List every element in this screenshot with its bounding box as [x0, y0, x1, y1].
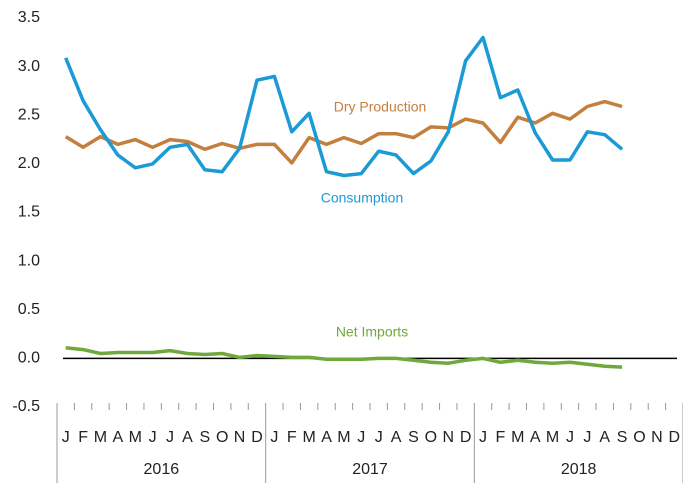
- x-tick-label: J: [62, 429, 70, 446]
- y-tick-label: 3.0: [18, 58, 40, 75]
- x-tick-label: F: [287, 429, 297, 446]
- series-label: Consumption: [321, 190, 404, 206]
- x-tick-label: M: [129, 429, 142, 446]
- x-tick-label: S: [199, 429, 210, 446]
- y-tick-label: 3.5: [18, 9, 40, 26]
- y-tick-label: 2.0: [18, 155, 40, 172]
- x-tick-label: F: [496, 429, 506, 446]
- y-tick-label: 1.0: [18, 252, 40, 269]
- x-tick-label: N: [234, 429, 246, 446]
- y-tick-label: 0.0: [18, 350, 40, 367]
- x-tick-label: M: [511, 429, 524, 446]
- x-tick-label: A: [391, 429, 402, 446]
- x-tick-label: J: [479, 429, 487, 446]
- x-tick-label: A: [182, 429, 193, 446]
- series-line: [64, 35, 624, 178]
- x-tick-label: D: [251, 429, 263, 446]
- x-tick-label: A: [113, 429, 124, 446]
- x-tick-label: N: [651, 429, 663, 446]
- x-tick-label: J: [270, 429, 278, 446]
- x-tick-label: O: [633, 429, 645, 446]
- x-tick-label: M: [302, 429, 315, 446]
- x-tick-label: O: [216, 429, 228, 446]
- x-tick-label: J: [357, 429, 365, 446]
- x-tick-label: J: [566, 429, 574, 446]
- x-tick-label: S: [408, 429, 419, 446]
- x-tick-label: J: [149, 429, 157, 446]
- series-label: Dry Production: [334, 99, 427, 115]
- x-tick-label: N: [442, 429, 454, 446]
- x-tick-label: J: [583, 429, 591, 446]
- x-tick-label: A: [530, 429, 541, 446]
- x-tick-label: F: [78, 429, 88, 446]
- x-tick-label: A: [599, 429, 610, 446]
- x-tick-label: D: [460, 429, 472, 446]
- y-tick-label: 1.5: [18, 204, 40, 221]
- year-label: 2018: [561, 461, 597, 478]
- x-tick-label: J: [375, 429, 383, 446]
- x-tick-label: M: [337, 429, 350, 446]
- year-label: 2017: [352, 461, 388, 478]
- x-tick-label: S: [617, 429, 628, 446]
- x-tick-label: O: [425, 429, 437, 446]
- series-line: [65, 345, 623, 369]
- y-tick-label: 0.5: [18, 301, 40, 318]
- x-tick-label: M: [94, 429, 107, 446]
- year-label: 2016: [144, 461, 180, 478]
- y-tick-label: -0.5: [12, 398, 40, 415]
- x-tick-label: M: [546, 429, 559, 446]
- x-tick-label: D: [669, 429, 681, 446]
- x-tick-label: J: [166, 429, 174, 446]
- y-tick-label: 2.5: [18, 106, 40, 123]
- series-label: Net Imports: [336, 324, 408, 340]
- x-tick-label: A: [321, 429, 332, 446]
